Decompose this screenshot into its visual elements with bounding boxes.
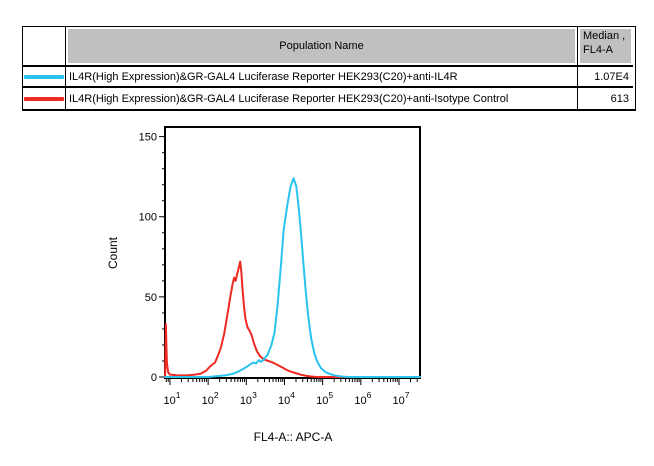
x-axis: 101 102 103 104 105 106 107 (163, 379, 418, 407)
table-row-2-median: 613 (578, 88, 633, 109)
table-row-2-population[interactable]: IL4R(High Expression)&GR-GAL4 Luciferase… (66, 88, 578, 109)
y-tick-label: 150 (139, 132, 157, 144)
cyan-line-swatch (24, 74, 64, 79)
header-cell-population: Population Name (66, 27, 578, 67)
y-tick-label: 0 (151, 372, 157, 384)
red-line-swatch (24, 96, 64, 101)
x-tick-label: 107 (393, 390, 410, 407)
median-value: 613 (610, 92, 629, 105)
x-axis-title: FL4-A:: APC-A (254, 430, 333, 444)
median-header: Median , FL4-A (580, 29, 631, 63)
x-tick-label: 103 (240, 390, 257, 407)
median-header-line1: Median , (583, 30, 626, 42)
table-row-1-median: 1.07E4 (578, 67, 633, 88)
population-table: Population Name Median , FL4-A IL4R(High… (22, 26, 636, 111)
y-axis: 0 50 100 150 (139, 132, 165, 384)
table-row-1-swatch-cell[interactable] (23, 67, 66, 88)
plot-frame (164, 126, 421, 379)
series-curve-1 (164, 260, 421, 378)
header-cell-swatch (23, 27, 66, 67)
population-name: IL4R(High Expression)&GR-GAL4 Luciferase… (69, 70, 458, 83)
median-value: 1.07E4 (594, 70, 629, 83)
population-name: IL4R(High Expression)&GR-GAL4 Luciferase… (69, 92, 509, 105)
y-axis-title: Count (106, 236, 120, 269)
x-tick-label: 102 (202, 390, 219, 407)
x-tick-label: 105 (316, 390, 333, 407)
table-row-1-population[interactable]: IL4R(High Expression)&GR-GAL4 Luciferase… (66, 67, 578, 88)
x-tick-label: 106 (354, 390, 371, 407)
x-tick-label: 104 (278, 390, 295, 407)
median-header-line2: FL4-A (583, 44, 613, 56)
population-name-header: Population Name (68, 29, 575, 63)
series-curve-0 (164, 177, 421, 378)
y-tick-label: 100 (139, 212, 157, 224)
y-tick-label: 50 (145, 292, 157, 304)
header-cell-median: Median , FL4-A (578, 27, 633, 67)
table-row-2-swatch-cell[interactable] (23, 88, 66, 109)
x-tick-label: 101 (163, 390, 180, 407)
